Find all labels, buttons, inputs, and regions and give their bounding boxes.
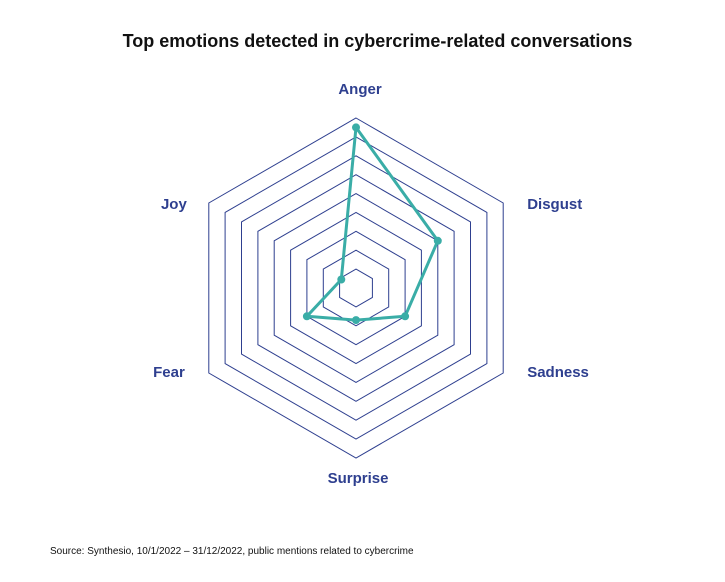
data-point-surprise xyxy=(352,316,360,325)
data-point-joy xyxy=(337,275,346,284)
data-point-sadness xyxy=(401,312,410,321)
data-point-disgust xyxy=(433,236,442,245)
grid-ring-2 xyxy=(322,249,390,327)
axis-label-anger: Anger xyxy=(338,81,382,98)
grid-ring-6 xyxy=(257,174,455,402)
axis-label-joy: Joy xyxy=(161,196,188,213)
radar-grid xyxy=(208,117,504,459)
axis-label-disgust: Disgust xyxy=(527,196,582,213)
grid-ring-1 xyxy=(339,268,373,308)
grid-ring-5 xyxy=(273,193,439,383)
axis-label-fear: Fear xyxy=(153,364,185,381)
axis-label-surprise: Surprise xyxy=(328,470,389,487)
radar-axis-labels: Anger Disgust Sadness Surprise Fear Joy xyxy=(153,81,589,487)
grid-ring-7 xyxy=(241,155,471,421)
source-note: Source: Synthesio, 10/1/2022 – 31/12/202… xyxy=(50,546,414,557)
data-point-fear xyxy=(302,312,311,321)
grid-ring-4 xyxy=(290,211,422,365)
data-point-anger xyxy=(352,123,360,132)
axis-label-sadness: Sadness xyxy=(527,364,589,381)
radar-series xyxy=(302,123,442,325)
grid-ring-8 xyxy=(224,136,488,440)
grid-ring-3 xyxy=(306,230,406,346)
grid-ring-9 xyxy=(208,117,504,459)
chart-title: Top emotions detected in cybercrime-rela… xyxy=(122,31,633,51)
